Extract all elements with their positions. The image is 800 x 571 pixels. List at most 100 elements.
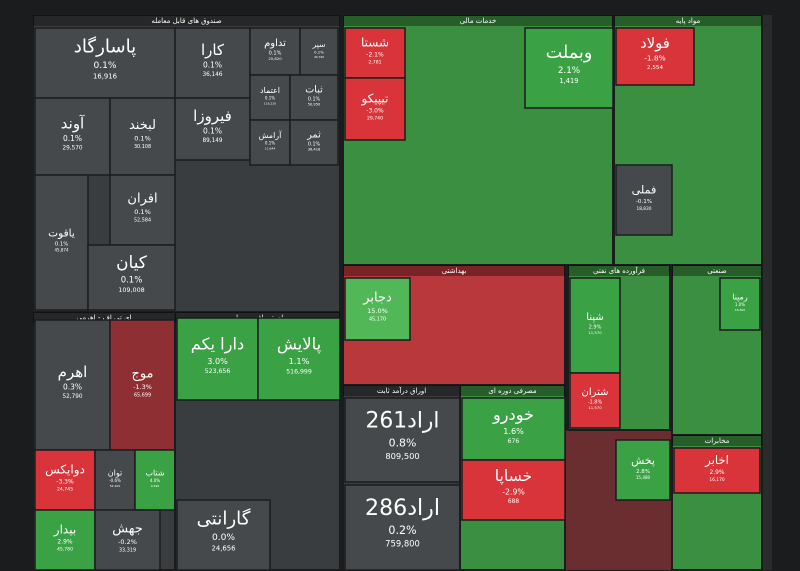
tile-name: فملی	[632, 183, 657, 196]
section-title: مواد پایه	[676, 17, 701, 25]
tile-name: ثبات	[305, 84, 323, 95]
tile-change: -3.0%	[366, 107, 384, 114]
tile-value: 33,319	[119, 547, 136, 553]
tile	[176, 499, 271, 571]
tile-name: پاسارگاد	[74, 36, 136, 58]
section-header	[460, 385, 565, 396]
tile-value: 24,745	[57, 487, 73, 493]
section-header	[343, 15, 613, 26]
tile-change: 0.1%	[134, 208, 151, 216]
tile	[344, 77, 406, 141]
tile-change: 1.1%	[289, 356, 310, 366]
tile-name: موج	[131, 366, 153, 381]
tile	[289, 74, 339, 121]
tile-change: 0.8%	[389, 436, 417, 449]
tile-change: 4.0%	[150, 478, 160, 483]
tile-change: -0.1%	[636, 199, 652, 205]
tile-value: 89,149	[203, 138, 223, 144]
tile-value: 15,480	[636, 475, 651, 480]
tile	[615, 439, 671, 501]
tile	[87, 244, 176, 311]
tile-name: تداوم	[264, 38, 286, 49]
tile	[344, 397, 461, 483]
tile-name: کیان	[116, 252, 148, 272]
tile-value: 45,170	[369, 316, 386, 322]
tile-name: شتاب	[145, 469, 164, 478]
tile	[174, 27, 251, 99]
tile-value: 523,656	[205, 368, 231, 375]
tile-name: اعتماد	[260, 86, 280, 95]
tile-name: اراد286	[365, 495, 440, 521]
tile-value: 65,699	[134, 392, 151, 398]
tile-change: 2.9%	[589, 325, 602, 331]
tile-value: 11,570	[588, 405, 602, 410]
tile	[34, 174, 89, 311]
tile-value: 516,999	[286, 368, 312, 375]
tile-change: 0.1%	[314, 50, 324, 55]
tile	[299, 27, 339, 76]
section-header	[33, 15, 340, 26]
tile-value: 29,740	[367, 116, 383, 122]
tile	[719, 277, 761, 331]
tile-name: کارا	[201, 41, 225, 59]
tile-value: 25,820	[268, 56, 282, 61]
tile-value: 11,644	[265, 147, 276, 151]
tile-name: توان	[108, 469, 122, 478]
tile-change: 2.1%	[558, 66, 580, 76]
tile-change: -2.9%	[502, 487, 525, 496]
tile-name: گارانتی	[197, 508, 251, 530]
section-title: مصرفی دوره ای	[488, 387, 537, 395]
tile	[461, 397, 566, 461]
tile-name: افران	[127, 191, 157, 206]
section-title: فرآورده های نفتی	[593, 266, 645, 275]
tile-name: اراد261	[366, 408, 440, 433]
tile	[615, 27, 695, 86]
tile-change: -2.1%	[366, 51, 384, 58]
tile-value: 40,790	[314, 55, 324, 59]
tile-value: 36,146	[203, 72, 223, 78]
tile-change: 1.6%	[503, 426, 524, 436]
tile	[34, 97, 111, 176]
section-title: صندوق های قابل معامله	[151, 17, 221, 25]
tile-value: 759,800	[385, 539, 420, 549]
tile-change: -1.3%	[133, 383, 152, 391]
tile	[615, 164, 673, 236]
tile-change: 2.9%	[710, 470, 725, 476]
tile-change: 2.8%	[636, 469, 650, 475]
tile	[257, 317, 341, 401]
tile-value: 52,584	[134, 217, 151, 223]
tile-name: جهش	[112, 521, 143, 536]
tile-value: 30,108	[134, 144, 151, 150]
tile-name: فیروزا	[193, 107, 232, 125]
tile-value: 45,874	[55, 247, 69, 252]
section-header	[343, 385, 460, 396]
tile-name: فولاد	[640, 35, 670, 52]
tile-value: 18,300	[735, 308, 746, 312]
tile-change: 3.0%	[207, 356, 228, 366]
section-header	[614, 15, 762, 26]
tile-value: 688	[508, 499, 519, 505]
tile-value: 18,830	[636, 206, 651, 212]
tile-change: 0.1%	[203, 60, 222, 69]
section-title: خدمات مالی	[460, 17, 497, 25]
tile	[34, 449, 96, 511]
tile-value: 24,656	[211, 545, 235, 553]
tile-name: دجابر	[362, 290, 392, 305]
tile-name: خساپا	[495, 467, 532, 486]
tile-name: تیپیکو	[360, 91, 388, 106]
tile-change: 0.1%	[55, 242, 68, 248]
tile-name: پالایش	[277, 335, 321, 355]
tile-change: 0.1%	[63, 134, 82, 143]
tile-value: 2,781	[368, 60, 381, 66]
section-title: مخابرات	[705, 437, 730, 445]
tile-name: شپنا	[586, 312, 603, 323]
tile	[673, 447, 761, 494]
tile-name: دوایکس	[45, 462, 85, 477]
tile-value: 50,950	[308, 103, 321, 107]
tile-value: 16,170	[709, 477, 725, 483]
tile-value: 809,500	[385, 451, 419, 461]
tile-name: رمپنا	[732, 293, 748, 302]
tile-change: 0.3%	[63, 382, 82, 391]
tile	[461, 459, 566, 521]
tile-name: اهرم	[58, 363, 88, 381]
